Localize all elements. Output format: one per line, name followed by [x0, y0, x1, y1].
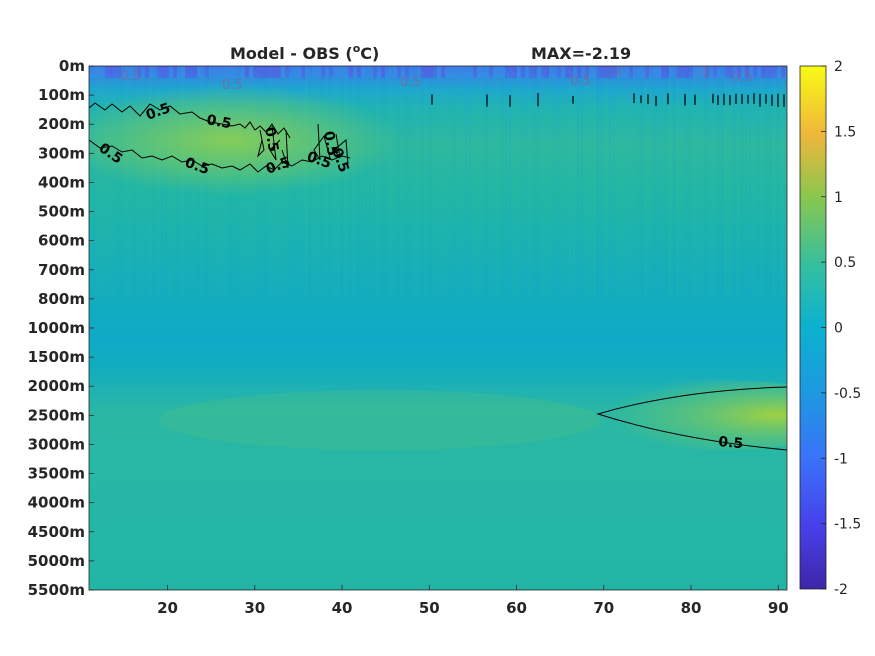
y-tick-label: 3500m [28, 465, 85, 483]
y-tick-label: 1500m [28, 348, 85, 366]
faint-contour-label: 0.5 [400, 75, 421, 90]
contour-label: 0.5 [183, 155, 212, 179]
contour-label: 0.5 [320, 130, 340, 157]
max-label: MAX=-2.19 [531, 44, 631, 63]
contour-label: 0.5 [205, 112, 232, 132]
y-tick-label: 700m [38, 261, 85, 279]
contour-label: 0.5 [144, 100, 173, 124]
y-tick-label: 300m [38, 144, 85, 162]
y-axis: 0m 100m 200m 300m 400m 500m 600m 700m 800m 1000m 1… [28, 57, 94, 599]
x-axis: 20 30 40 50 60 70 80 90 [157, 585, 789, 617]
colorbar-tick-label: 0.5 [834, 255, 856, 271]
y-tick-label: 600m [38, 232, 85, 250]
colorbar-tick-label: -1 [834, 451, 848, 467]
contour-label: 0.5 [261, 126, 281, 153]
warm-band-deep [160, 390, 600, 450]
y-tick-label: 100m [38, 86, 85, 104]
contour-label: 0.5 [264, 154, 293, 178]
y-tick-label: 0m [59, 57, 85, 75]
y-tick-label: 200m [38, 115, 85, 133]
contour-lines [89, 102, 787, 451]
x-tick-label: 50 [419, 599, 440, 617]
colorbar-tick-label: 0 [834, 321, 843, 337]
warm-patch-upper [89, 85, 400, 195]
faint-contour-label: 0.5 [222, 78, 243, 93]
x-tick-label: 90 [768, 599, 789, 617]
x-tick-label: 80 [681, 599, 702, 617]
heatmap-area: 0.5 0.5 0.5 0.5 0.5 0.5 0.5 0.5 0.5 0.5 … [89, 63, 787, 590]
contour-label: 0.5 [718, 434, 744, 452]
faint-contour-label: -1 [610, 63, 623, 78]
colorbar-tick-label: -2 [834, 582, 848, 598]
y-tick-label: 4500m [28, 523, 85, 541]
faint-contour-label: 0.5 [120, 69, 141, 84]
colorbar-tick-label: 1 [834, 190, 843, 206]
colorbar-tick-label: -1.5 [834, 517, 861, 533]
x-tick-label: 60 [506, 599, 527, 617]
colorbar-ticks: 2 1.5 1 0.5 0 -0.5 -1 -1.5 -2 [821, 59, 861, 598]
contour-upper-mid [257, 123, 349, 169]
x-tick-label: 70 [593, 599, 614, 617]
y-tick-label: 800m [38, 290, 85, 308]
x-tick-label: 30 [244, 599, 265, 617]
y-tick-label: 1000m [28, 319, 85, 337]
y-tick-label: 500m [38, 203, 85, 221]
y-tick-label: 5500m [28, 581, 85, 599]
contour-deep [596, 386, 787, 451]
y-tick-label: 400m [38, 173, 85, 191]
y-tick-label: 3000m [28, 435, 85, 453]
faint-contour-label: 0.5 [570, 74, 591, 89]
chart-title: Model - OBS (oC) [230, 42, 379, 63]
faint-contour-label: -1 [697, 66, 710, 81]
contour-upper-top [89, 102, 291, 139]
contour-spikes-100m [431, 93, 785, 107]
colorbar-tick-label: -0.5 [834, 386, 861, 402]
contour-label: 0.5 [328, 146, 352, 175]
y-tick-label: 2000m [28, 377, 85, 395]
x-tick-label: 40 [332, 599, 353, 617]
x-tick-label: 20 [157, 599, 178, 617]
contour-upper-bottom [89, 139, 351, 173]
contour-label: 0.5 [305, 149, 334, 173]
y-tick-label: 5000m [28, 552, 85, 570]
colorbar-tick-label: 1.5 [834, 124, 856, 140]
faint-contour-label: 0.5 [732, 70, 753, 85]
y-tick-label: 4000m [28, 494, 85, 512]
colorbar: 2 1.5 1 0.5 0 -0.5 -1 -1.5 -2 [799, 59, 861, 598]
y-tick-label: 2500m [28, 406, 85, 424]
colorbar-tick-label: 2 [834, 59, 843, 75]
warm-patch-deep [580, 380, 787, 450]
